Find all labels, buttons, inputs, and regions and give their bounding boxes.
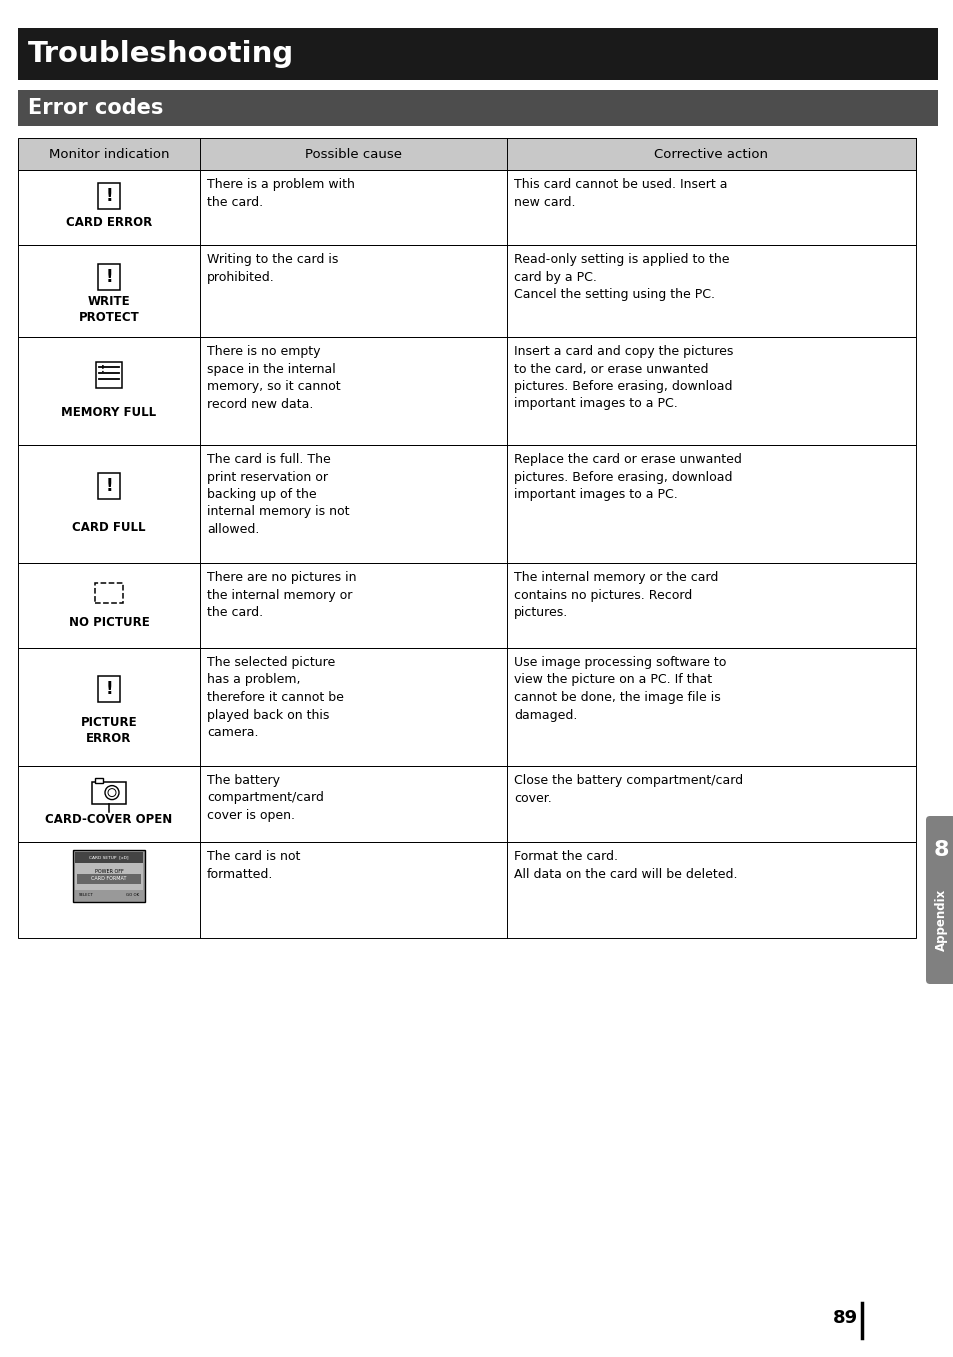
Bar (98, 474, 120, 499)
Text: PICTURE
ERROR: PICTURE ERROR (81, 716, 137, 745)
Bar (18, 841, 915, 938)
Text: NO PICTURE: NO PICTURE (69, 616, 150, 630)
Bar (91, 782, 126, 803)
Text: Read-only setting is applied to the
card by a PC.
Cancel the setting using the P: Read-only setting is applied to the card… (514, 252, 729, 301)
Text: Writing to the card is
prohibited.: Writing to the card is prohibited. (207, 252, 338, 284)
Text: CARD ERROR: CARD ERROR (66, 216, 152, 229)
Text: Use image processing software to
view the picture on a PC. If that
cannot be don: Use image processing software to view th… (514, 655, 725, 722)
Text: WRITE
PROTECT: WRITE PROTECT (78, 294, 139, 324)
Text: This card cannot be used. Insert a
new card.: This card cannot be used. Insert a new c… (514, 178, 727, 209)
Text: The internal memory or the card
contains no pictures. Record
pictures.: The internal memory or the card contains… (514, 571, 718, 619)
Bar (18, 563, 915, 649)
Text: Monitor indication: Monitor indication (49, 148, 169, 160)
Bar (18, 170, 915, 246)
Bar (75, 890, 143, 900)
Bar (18, 765, 915, 841)
Bar (18, 337, 915, 445)
Bar (18, 246, 915, 337)
Bar (95, 778, 103, 783)
Bar (96, 362, 122, 388)
Bar (95, 582, 123, 603)
Bar (18, 246, 915, 337)
Bar (73, 849, 145, 901)
Text: Possible cause: Possible cause (305, 148, 401, 160)
Text: Format the card.
All data on the card will be deleted.: Format the card. All data on the card wi… (514, 849, 737, 881)
Bar (77, 874, 141, 883)
Text: !: ! (105, 478, 112, 495)
Text: Error codes: Error codes (28, 98, 163, 118)
Text: MEMORY FULL: MEMORY FULL (61, 406, 156, 419)
Text: There is a problem with
the card.: There is a problem with the card. (207, 178, 355, 209)
Text: Insert a card and copy the pictures
to the card, or erase unwanted
pictures. Bef: Insert a card and copy the pictures to t… (514, 345, 733, 411)
Bar (18, 445, 915, 563)
Text: Appendix: Appendix (934, 889, 946, 951)
Bar (98, 676, 120, 703)
Bar (98, 183, 120, 209)
Text: !: ! (105, 269, 112, 286)
Bar (18, 649, 915, 765)
Text: !: ! (105, 680, 112, 699)
Text: Replace the card or erase unwanted
pictures. Before erasing, download
important : Replace the card or erase unwanted pictu… (514, 453, 741, 501)
Text: !: ! (101, 365, 105, 373)
Text: Troubleshooting: Troubleshooting (28, 39, 294, 68)
Text: 89: 89 (832, 1310, 857, 1327)
Text: POWER OFF: POWER OFF (94, 868, 123, 874)
Text: SELECT: SELECT (79, 893, 93, 897)
Text: CARD-COVER OPEN: CARD-COVER OPEN (46, 813, 172, 825)
Text: CARD FORMAT: CARD FORMAT (91, 877, 127, 881)
Text: The selected picture
has a problem,
therefore it cannot be
played back on this
c: The selected picture has a problem, ther… (207, 655, 343, 740)
Bar (18, 649, 915, 765)
Bar (98, 265, 120, 290)
Text: GO OK: GO OK (126, 893, 139, 897)
FancyBboxPatch shape (925, 816, 953, 984)
Text: The card is not
formatted.: The card is not formatted. (207, 849, 300, 881)
Bar (18, 445, 915, 563)
Text: !: ! (105, 187, 112, 205)
Circle shape (105, 786, 119, 799)
Text: The card is full. The
print reservation or
backing up of the
internal memory is : The card is full. The print reservation … (207, 453, 349, 536)
Bar (18, 765, 915, 841)
Text: There are no pictures in
the internal memory or
the card.: There are no pictures in the internal me… (207, 571, 356, 619)
Bar (18, 138, 915, 170)
Bar (75, 852, 143, 900)
Text: Corrective action: Corrective action (654, 148, 768, 160)
Bar (18, 170, 915, 246)
Text: CARD FULL: CARD FULL (72, 521, 146, 535)
Text: There is no empty
space in the internal
memory, so it cannot
record new data.: There is no empty space in the internal … (207, 345, 340, 411)
Text: CARD SETUP  [xD]: CARD SETUP [xD] (90, 855, 129, 859)
Bar (18, 90, 937, 126)
Bar (18, 28, 937, 80)
Text: The battery
compartment/card
cover is open.: The battery compartment/card cover is op… (207, 773, 323, 822)
Bar (18, 841, 915, 938)
Text: 8: 8 (932, 840, 947, 860)
Bar (75, 852, 143, 863)
Bar (18, 563, 915, 649)
Circle shape (108, 788, 116, 797)
Bar (18, 337, 915, 445)
Text: Close the battery compartment/card
cover.: Close the battery compartment/card cover… (514, 773, 742, 805)
